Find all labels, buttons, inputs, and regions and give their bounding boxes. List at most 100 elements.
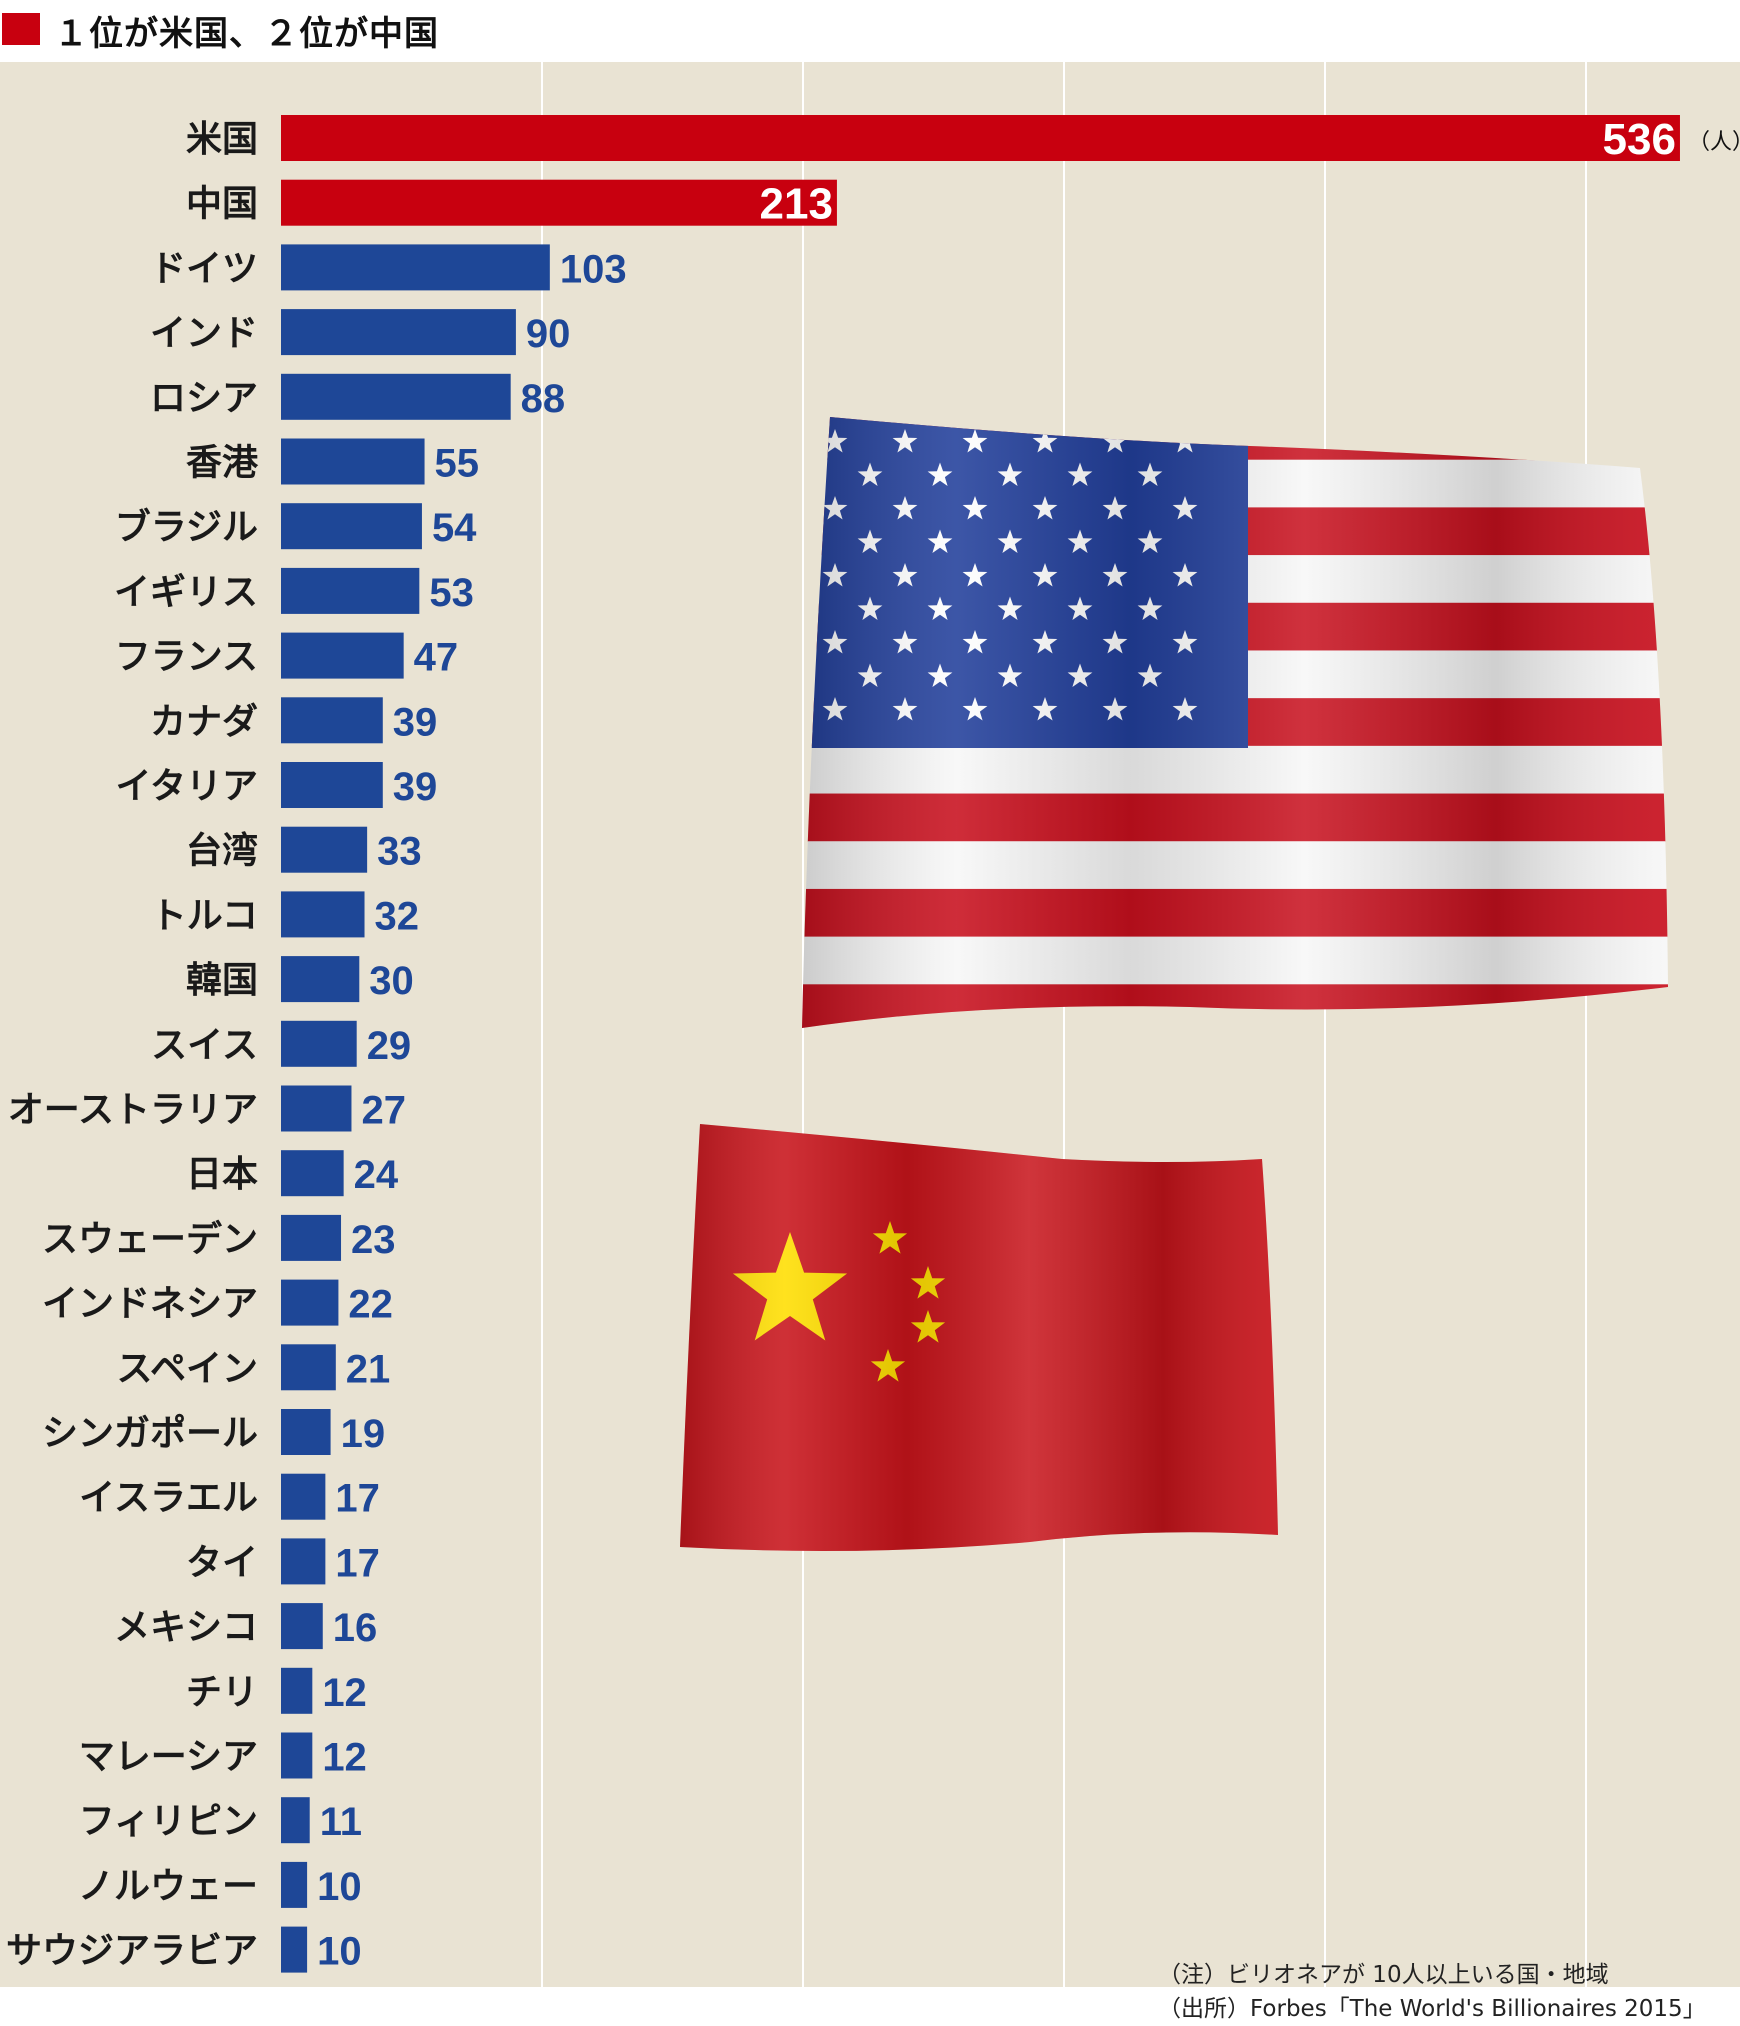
value-label: 55 xyxy=(435,442,480,486)
bar xyxy=(281,1085,352,1132)
value-label: 32 xyxy=(375,894,420,938)
category-label: チリ xyxy=(186,1672,258,1713)
bar xyxy=(281,632,404,679)
flags xyxy=(680,417,1668,1551)
value-label: 103 xyxy=(560,247,627,291)
value-label: 29 xyxy=(367,1024,412,1068)
category-label: インド xyxy=(150,313,258,354)
bar xyxy=(281,891,365,938)
category-label: スウェーデン xyxy=(42,1218,258,1260)
plot-area: 米国 536 （人） 中国 213 ドイツ 103 インド 90 ロシア 88 香港 55 ブラジル 54 イ… xyxy=(0,62,1740,2022)
bar xyxy=(281,1667,313,1714)
title-bar: １位が米国、２位が中国 xyxy=(0,0,1740,62)
bar xyxy=(281,1409,331,1455)
category-label: ロシア xyxy=(150,378,258,419)
category-label: ドイツ xyxy=(150,248,258,289)
value-label: 39 xyxy=(393,765,438,809)
unit-label: （人） xyxy=(1688,130,1740,155)
bar xyxy=(281,1732,313,1779)
bar xyxy=(281,1861,308,1908)
category-label: ブラジル xyxy=(115,506,258,548)
category-label: フランス xyxy=(115,637,258,678)
chart-title: １位が米国、２位が中国 xyxy=(54,14,439,54)
value-label: 17 xyxy=(335,1541,380,1585)
bar xyxy=(281,373,511,420)
value-label: 19 xyxy=(341,1412,386,1456)
value-label: 213 xyxy=(760,180,833,229)
category-label: インドネシア xyxy=(42,1284,258,1325)
category-label: イスラエル xyxy=(79,1478,258,1519)
category-label: 日本 xyxy=(186,1154,258,1195)
category-label: トルコ xyxy=(151,895,258,936)
value-label: 12 xyxy=(322,1671,367,1715)
bar xyxy=(281,1020,357,1067)
value-label: 53 xyxy=(429,571,474,615)
category-label: 韓国 xyxy=(186,960,258,1001)
bar xyxy=(281,1473,326,1520)
bar-chart: 米国 536 （人） 中国 213 ドイツ 103 インド 90 ロシア 88 香港 55 ブラジル 54 イ… xyxy=(6,62,1740,1987)
value-label: 90 xyxy=(526,312,571,356)
category-label: 中国 xyxy=(186,184,258,225)
bar xyxy=(281,503,422,550)
title-marker xyxy=(2,13,40,45)
value-label: 21 xyxy=(346,1347,391,1391)
value-label: 22 xyxy=(348,1283,393,1327)
category-label: イギリス xyxy=(114,572,258,613)
category-label: スイス xyxy=(151,1025,258,1066)
category-label: マレーシア xyxy=(79,1737,258,1778)
value-label: 47 xyxy=(414,636,459,680)
gridlines xyxy=(541,62,1587,1987)
value-label: 33 xyxy=(377,830,422,874)
bar xyxy=(281,115,1680,161)
category-label: カナダ xyxy=(150,701,258,742)
value-label: 39 xyxy=(393,700,438,744)
bar xyxy=(281,309,516,356)
category-label: フィリピン xyxy=(79,1801,258,1842)
us-flag xyxy=(802,417,1668,1028)
category-label: イタリア xyxy=(115,766,258,807)
bar xyxy=(281,1344,336,1391)
category-label: スペイン xyxy=(117,1348,258,1389)
bar xyxy=(281,179,837,226)
bar xyxy=(281,1797,310,1844)
category-label: タイ xyxy=(186,1542,258,1583)
value-label: 10 xyxy=(317,1930,362,1974)
value-label: 24 xyxy=(354,1153,399,1197)
bar xyxy=(281,244,550,291)
bar xyxy=(281,1603,323,1650)
value-label: 27 xyxy=(361,1089,406,1133)
value-label: 17 xyxy=(335,1477,380,1521)
note-text: （注）ビリオネアが 10人以上いる国・地域 xyxy=(1158,1962,1609,1988)
bar xyxy=(281,1279,339,1326)
value-label: 12 xyxy=(322,1736,367,1780)
china-flag xyxy=(680,1124,1278,1551)
category-label: メキシコ xyxy=(114,1607,258,1648)
category-label: 香港 xyxy=(186,443,259,484)
bar xyxy=(281,567,420,614)
value-label: 54 xyxy=(432,506,477,550)
value-label: 16 xyxy=(333,1606,378,1650)
bar xyxy=(281,1538,326,1585)
category-label: オーストラリア xyxy=(8,1090,258,1131)
category-label: 米国 xyxy=(186,119,258,160)
value-label: 536 xyxy=(1603,115,1676,164)
category-label: シンガポール xyxy=(42,1412,258,1454)
value-label: 23 xyxy=(351,1218,396,1262)
notes: （注）ビリオネアが 10人以上いる国・地域 （出所）Forbes「The Wor… xyxy=(1158,1958,1706,2026)
bar xyxy=(281,1926,308,1973)
bar xyxy=(281,1214,342,1261)
source-text: （出所）Forbes「The World's Billionaires 2015… xyxy=(1158,1996,1706,2022)
value-label: 10 xyxy=(317,1865,362,1909)
category-label: 台湾 xyxy=(186,830,258,872)
value-label: 11 xyxy=(320,1800,362,1844)
bar xyxy=(281,826,368,873)
category-label: ノルウェー xyxy=(78,1866,258,1907)
bar xyxy=(281,697,383,744)
value-label: 88 xyxy=(521,377,566,421)
value-label: 30 xyxy=(369,959,414,1003)
bar xyxy=(281,1150,344,1197)
bar xyxy=(281,956,360,1003)
bars: 米国 536 （人） 中国 213 ドイツ 103 インド 90 ロシア 88 香港 55 ブラジル 54 イ… xyxy=(6,115,1740,1974)
bar xyxy=(281,438,425,485)
bar xyxy=(281,762,383,808)
